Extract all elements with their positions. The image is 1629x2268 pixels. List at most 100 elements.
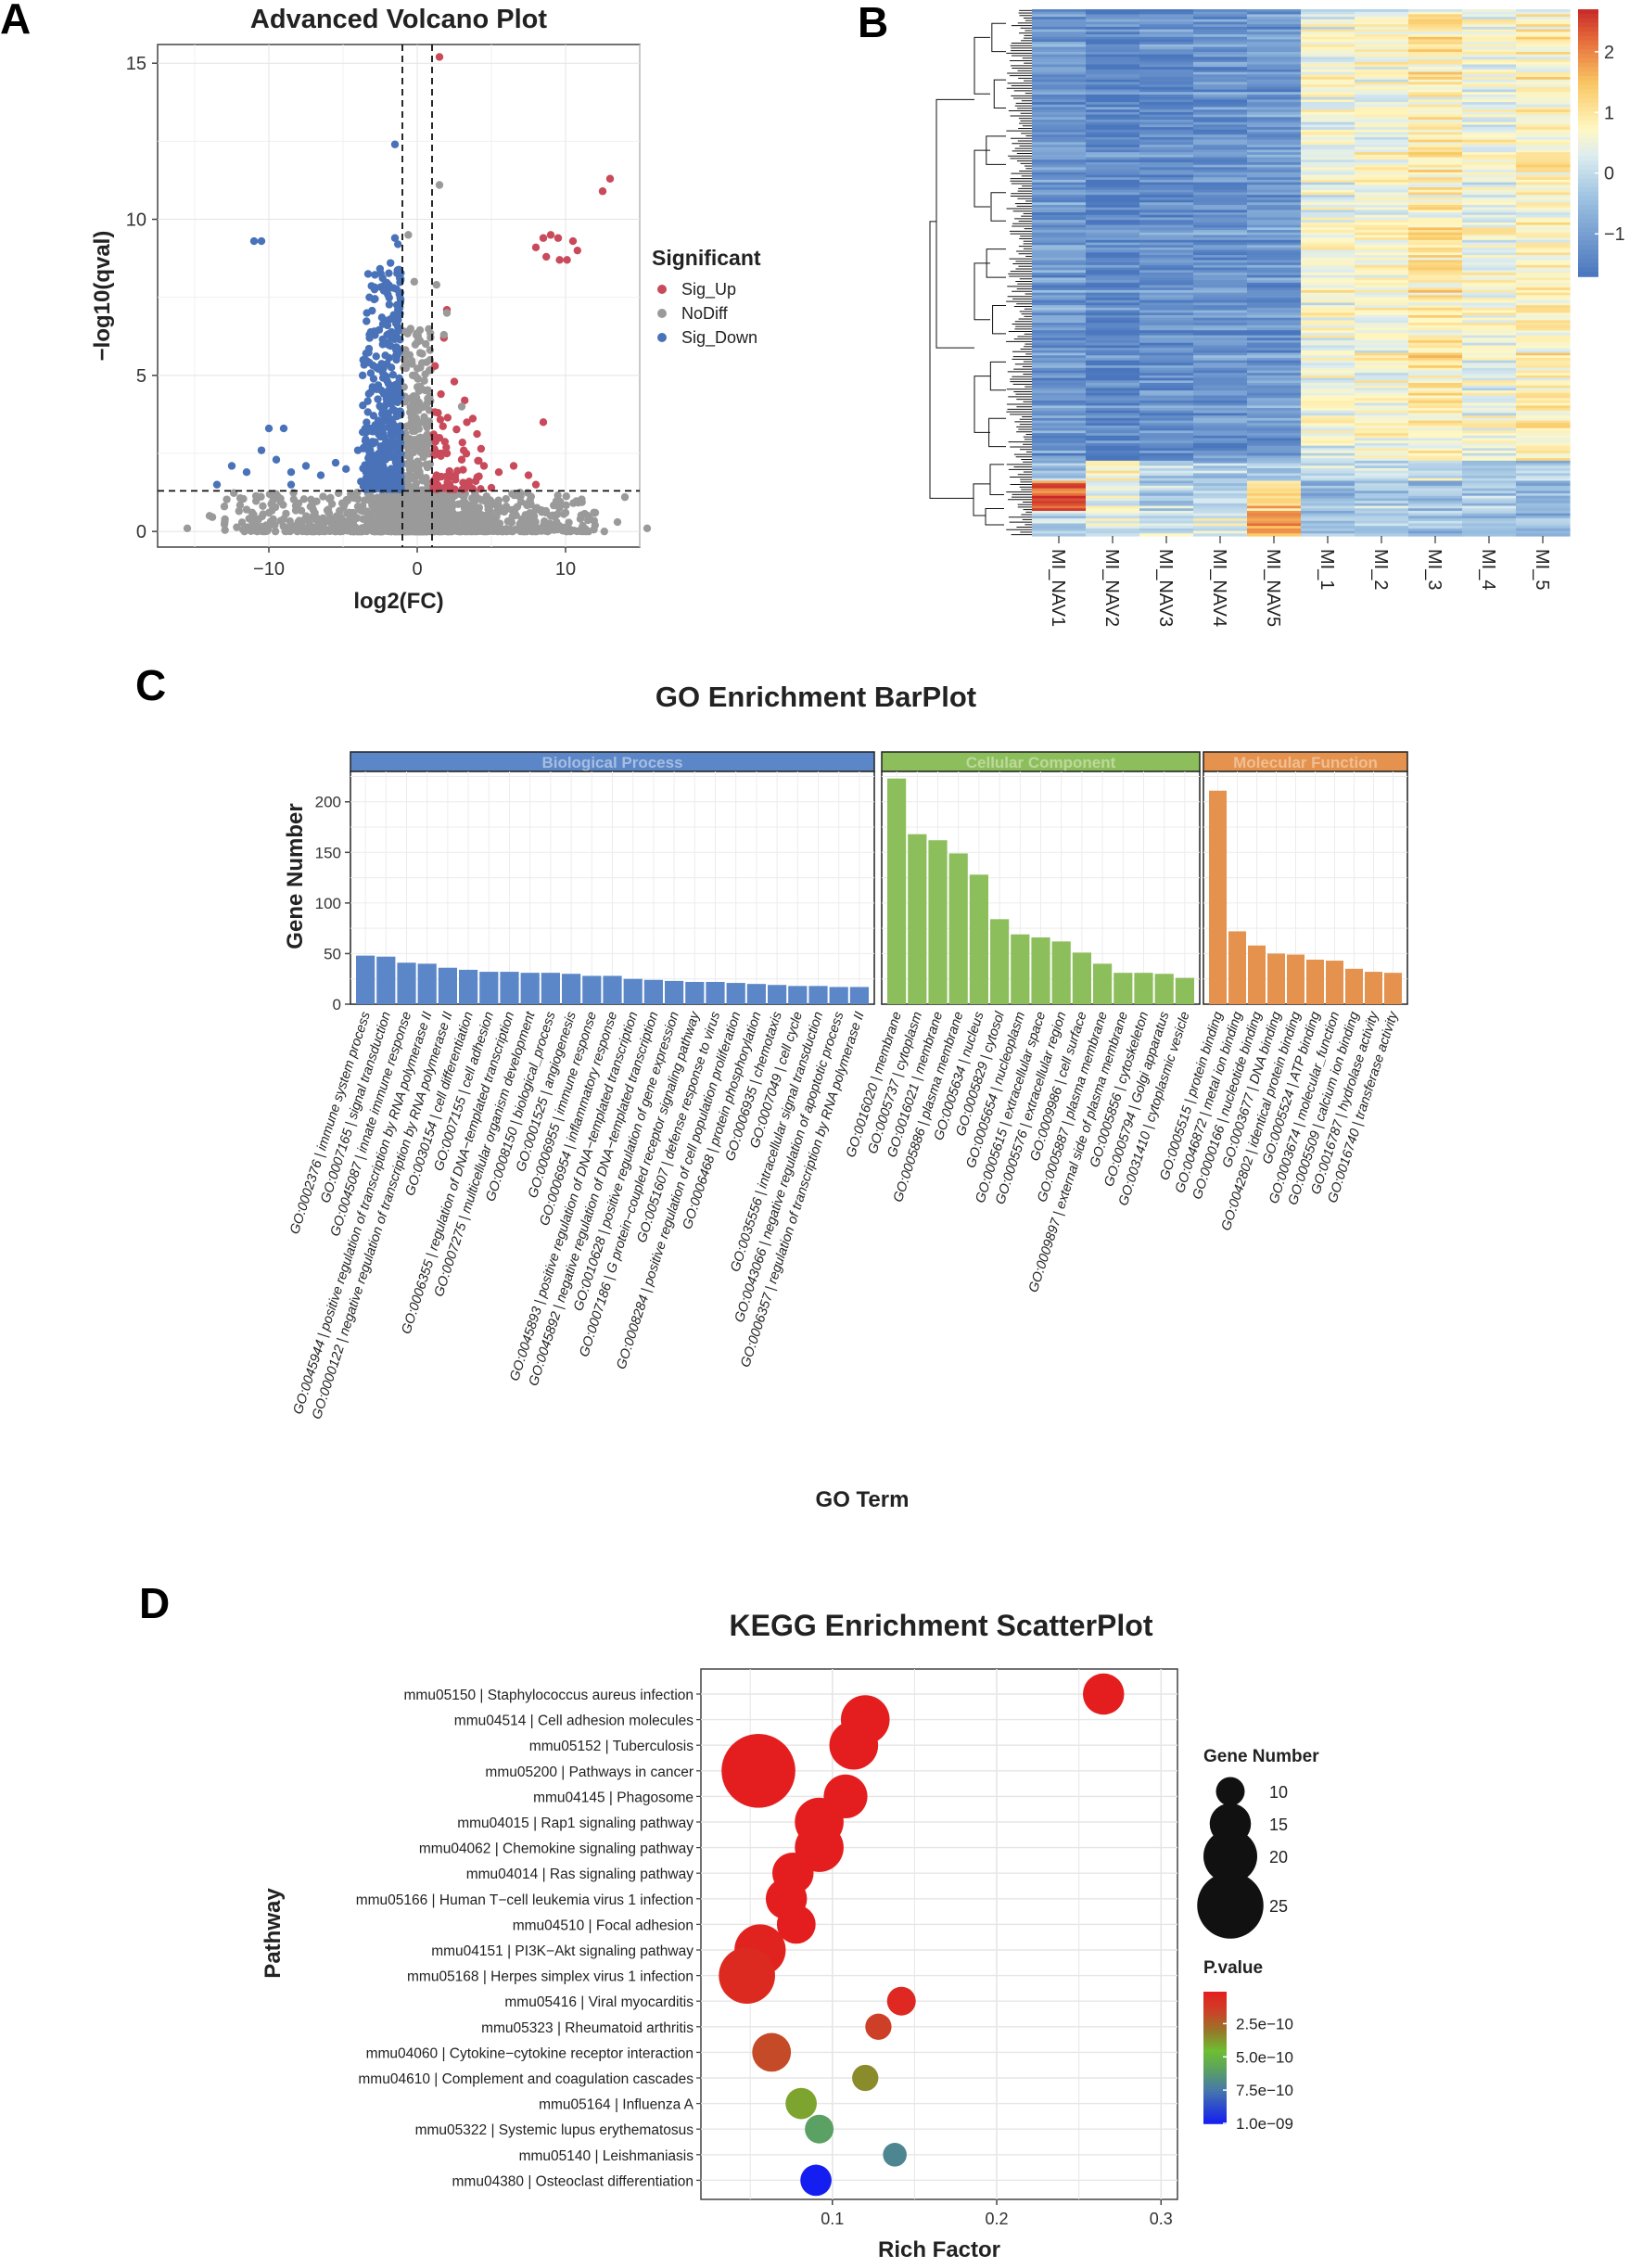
heatmap-cell	[1516, 67, 1571, 70]
heatmap-cell	[1408, 460, 1463, 465]
heatmap-cell	[1408, 417, 1463, 422]
heatmap-cell	[1408, 410, 1463, 414]
heatmap-cell	[1301, 29, 1355, 32]
heatmap-cell	[1032, 79, 1087, 83]
heatmap-cell	[1193, 375, 1248, 379]
colorbar-segment	[1578, 183, 1598, 188]
heatmap-cell	[1408, 270, 1463, 274]
heatmap-cell	[1086, 86, 1140, 91]
heatmap-cell	[1086, 342, 1140, 347]
heatmap-cell	[1355, 400, 1409, 404]
volcano-point-nodiff	[457, 402, 466, 411]
heatmap-cell	[1032, 49, 1087, 53]
heatmap-cell	[1139, 400, 1194, 404]
heatmap-cell	[1301, 325, 1355, 329]
heatmap-cell	[1355, 71, 1409, 75]
volcano-point-sig-down	[227, 462, 236, 470]
heatmap-cell	[1193, 202, 1248, 206]
volcano-point-nodiff	[279, 515, 288, 523]
heatmap-cell	[1193, 54, 1248, 57]
heatmap-cell	[1032, 357, 1087, 362]
volcano-point-nodiff	[402, 394, 411, 403]
heatmap-cell	[1462, 26, 1517, 31]
heatmap-cell	[1355, 357, 1409, 362]
heatmap-cell	[1516, 202, 1571, 206]
colorbar-segment	[1578, 45, 1598, 50]
heatmap-cell	[1193, 442, 1248, 447]
heatmap-cell	[1247, 463, 1302, 466]
heatmap-cell	[1516, 415, 1571, 419]
colorbar-segment	[1578, 210, 1598, 215]
heatmap-cell	[1516, 32, 1571, 35]
volcano-point-nodiff	[620, 492, 630, 502]
heatmap-cell	[1193, 285, 1248, 288]
heatmap-cell	[1139, 448, 1194, 452]
heatmap-cell	[1301, 273, 1355, 276]
heatmap-cell	[1462, 29, 1517, 32]
heatmap-cell	[1355, 189, 1409, 194]
heatmap-cell	[1516, 398, 1571, 401]
volcano-point-nodiff	[205, 512, 214, 520]
colorbar-segment	[1578, 173, 1598, 180]
heatmap-cell	[1247, 267, 1302, 271]
heatmap-cell	[1462, 314, 1517, 319]
heatmap-cell	[1516, 57, 1571, 60]
volcano-y-tick-label: 5	[136, 366, 146, 387]
volcano-point-nodiff	[420, 413, 428, 421]
heatmap-cell	[1516, 360, 1571, 363]
heatmap-cell	[1193, 345, 1248, 349]
heatmap-cell	[1139, 423, 1194, 427]
heatmap-cell	[1086, 249, 1140, 253]
volcano-point-sig-down	[392, 424, 401, 433]
heatmap-cell	[1301, 39, 1355, 43]
heatmap-cell	[1193, 19, 1248, 23]
heatmap-cell	[1139, 299, 1194, 304]
heatmap-cell	[1247, 410, 1302, 414]
heatmap-cell	[1301, 295, 1355, 299]
colorbar-segment	[1578, 102, 1598, 108]
heatmap-cell	[1408, 377, 1463, 381]
heatmap-cell	[1086, 438, 1140, 441]
heatmap-cell	[1139, 317, 1194, 321]
heatmap-cell	[1355, 370, 1409, 374]
heatmap-cell	[1516, 480, 1571, 484]
colorbar-segment	[1578, 80, 1598, 86]
heatmap-cell	[1355, 79, 1409, 83]
heatmap-cell	[1193, 59, 1248, 63]
heatmap-cell	[1408, 438, 1463, 441]
dendrogram-branch	[992, 305, 1006, 335]
heatmap-cell	[1139, 274, 1194, 279]
heatmap-cell	[1355, 345, 1409, 349]
volcano-point-sig-up	[487, 483, 496, 492]
heatmap-cell	[1193, 220, 1248, 223]
heatmap-cell	[1086, 94, 1140, 98]
heatmap-cell	[1086, 383, 1140, 387]
heatmap-cell	[1516, 154, 1571, 159]
heatmap-cell	[1193, 109, 1248, 113]
heatmap-cell	[1247, 177, 1302, 181]
heatmap-cell	[1247, 503, 1302, 507]
heatmap-cell	[1032, 44, 1087, 48]
heatmap-cell	[1408, 86, 1463, 91]
heatmap-cell	[1462, 49, 1517, 53]
heatmap-cell	[1193, 172, 1248, 176]
heatmap-cell	[1516, 485, 1571, 490]
heatmap-cell	[1408, 26, 1463, 31]
heatmap-cell	[1193, 503, 1248, 507]
heatmap-cell	[1086, 518, 1140, 522]
volcano-point-sig-down	[249, 236, 259, 246]
heatmap-cell	[1086, 42, 1140, 45]
heatmap-cell	[1139, 127, 1194, 131]
heatmap-cell	[1462, 518, 1517, 522]
heatmap-cell	[1408, 210, 1463, 213]
heatmap-cell	[1516, 467, 1571, 472]
heatmap-cell	[1139, 310, 1194, 313]
heatmap-cell	[1193, 174, 1248, 178]
heatmap-cell	[1032, 149, 1087, 153]
heatmap-cell	[1193, 508, 1248, 512]
heatmap-cell	[1516, 39, 1571, 43]
volcano-point-nodiff	[220, 520, 229, 529]
heatmap-cell	[1193, 111, 1248, 116]
heatmap-cell	[1462, 448, 1517, 452]
heatmap-cell	[1247, 280, 1302, 284]
